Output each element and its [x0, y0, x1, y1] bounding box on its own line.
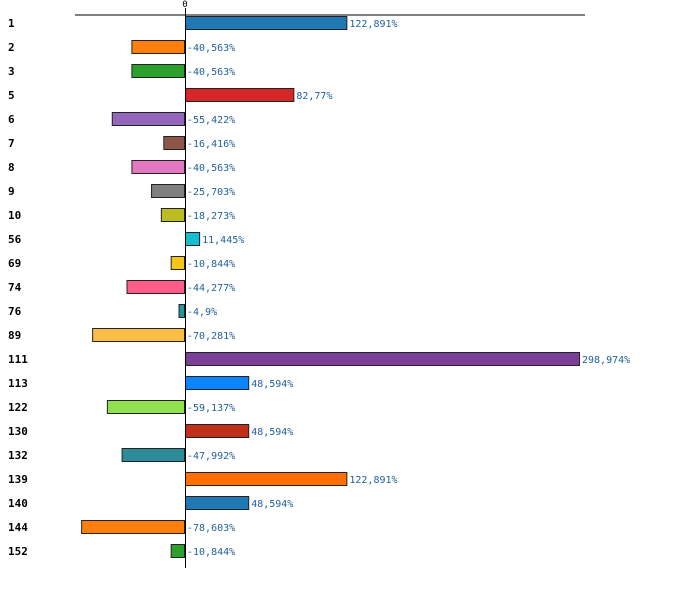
data-label: -16,416% — [187, 139, 235, 150]
category-label: 140 — [8, 497, 28, 510]
data-label: 122,891% — [349, 475, 397, 486]
bar — [185, 496, 250, 510]
bar — [185, 376, 250, 390]
data-label: -4,9% — [187, 307, 217, 318]
category-label: 3 — [8, 65, 15, 78]
bar — [126, 280, 185, 294]
bar — [185, 16, 348, 30]
category-label: 9 — [8, 185, 15, 198]
category-label: 139 — [8, 473, 28, 486]
bar — [151, 184, 185, 198]
data-label: -78,603% — [187, 523, 235, 534]
category-label: 111 — [8, 353, 28, 366]
data-label: -10,844% — [187, 259, 235, 270]
bar — [106, 400, 185, 414]
bar — [163, 136, 186, 150]
category-label: 56 — [8, 233, 22, 246]
bar — [185, 232, 201, 246]
category-label: 7 — [8, 137, 15, 150]
category-label: 5 — [8, 89, 15, 102]
data-label: -59,137% — [187, 403, 235, 414]
category-label: 113 — [8, 377, 28, 390]
data-label: 11,445% — [202, 235, 244, 246]
data-label: 48,594% — [251, 499, 293, 510]
bar — [178, 304, 186, 318]
data-label: -70,281% — [187, 331, 235, 342]
category-label: 152 — [8, 545, 28, 558]
category-label: 74 — [8, 281, 22, 294]
bar — [131, 64, 185, 78]
data-label: 48,594% — [251, 427, 293, 438]
category-label: 89 — [8, 329, 21, 342]
bar — [131, 160, 185, 174]
data-label: -40,563% — [187, 43, 235, 54]
category-label: 10 — [8, 209, 21, 222]
zero-tick-label: 0 — [182, 0, 187, 10]
data-label: -25,703% — [187, 187, 235, 198]
data-label: -18,273% — [187, 211, 235, 222]
bar — [131, 40, 185, 54]
category-label: 122 — [8, 401, 28, 414]
data-label: -55,422% — [187, 115, 235, 126]
bar — [185, 472, 348, 486]
category-label: 69 — [8, 257, 21, 270]
bar — [121, 448, 185, 462]
category-label: 130 — [8, 425, 28, 438]
category-label: 76 — [8, 305, 22, 318]
category-label: 144 — [8, 521, 28, 534]
data-label: -40,563% — [187, 163, 235, 174]
data-label: -10,844% — [187, 547, 235, 558]
bar — [185, 352, 580, 366]
bar — [185, 88, 295, 102]
bar — [81, 520, 185, 534]
bar — [92, 328, 185, 342]
category-label: 2 — [8, 41, 15, 54]
category-label: 6 — [8, 113, 15, 126]
data-label: 298,974% — [582, 355, 630, 366]
bar — [160, 208, 186, 222]
data-label: 48,594% — [251, 379, 293, 390]
bar — [170, 544, 185, 558]
data-label: -40,563% — [187, 67, 235, 78]
data-label: 82,77% — [296, 91, 332, 102]
bar — [185, 424, 250, 438]
bar — [111, 112, 185, 126]
data-label: 122,891% — [349, 19, 397, 30]
data-label: -47,992% — [187, 451, 235, 462]
category-label: 1 — [8, 17, 15, 30]
category-label: 8 — [8, 161, 15, 174]
data-label: -44,277% — [187, 283, 235, 294]
bar — [170, 256, 185, 270]
category-label: 132 — [8, 449, 28, 462]
